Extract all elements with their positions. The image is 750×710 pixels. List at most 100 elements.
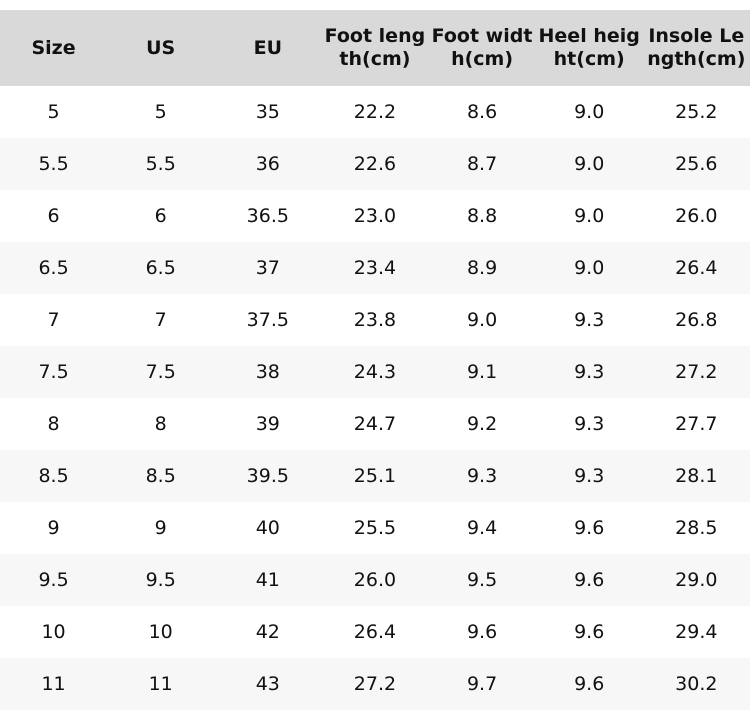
table-cell: 28.1 (675, 465, 718, 487)
table-cell: 10 (148, 621, 173, 643)
table-cell: 9.5 (38, 569, 69, 591)
table-cell: 6 (47, 205, 60, 227)
table-cell: 9.0 (466, 309, 498, 331)
table-cell: 25.1 (353, 465, 397, 487)
table-cell: 9.5 (466, 569, 498, 591)
table-cell: 26.8 (675, 309, 718, 331)
table-cell: 26.4 (675, 257, 718, 279)
table-cell: 10 (41, 621, 66, 643)
table-cell: 9.3 (574, 361, 605, 383)
table-cell: 9.0 (574, 205, 605, 227)
table-cell: 24.3 (353, 361, 397, 383)
header-row: Size US EU Foot length(cm) Foot width(cm) Hee… (0, 10, 750, 86)
table-cell: 30.2 (675, 673, 718, 695)
table-cell: 9.6 (574, 673, 605, 695)
table-row: 9.5 9.5 41 26.0 9.5 9.6 29.0 (0, 554, 750, 606)
table-cell: 8.6 (466, 101, 498, 123)
table-cell: 9.3 (574, 413, 605, 435)
table-cell: 22.6 (353, 153, 397, 175)
table-cell: 9.4 (466, 517, 498, 539)
table-cell: 8.5 (38, 465, 69, 487)
table-cell: 40 (255, 517, 280, 539)
table-cell: 27.7 (675, 413, 718, 435)
table-cell: 11 (148, 673, 173, 695)
table-cell: 26.0 (675, 205, 718, 227)
table-cell: 26.0 (353, 569, 397, 591)
table-cell: 9.7 (466, 673, 498, 695)
table-cell: 24.7 (353, 413, 397, 435)
table-cell: 41 (255, 569, 280, 591)
header-cell: Insole Length(cm) (643, 10, 750, 86)
table-cell: 6.5 (145, 257, 176, 279)
table-cell: 8.7 (466, 153, 498, 175)
table-cell: 6.5 (38, 257, 69, 279)
table-cell: 7 (47, 309, 60, 331)
table-cell: 5.5 (145, 153, 176, 175)
table-cell: 29.4 (675, 621, 718, 643)
table-cell: 9.1 (466, 361, 498, 383)
table-cell: 9 (154, 517, 167, 539)
table-row: 8.5 8.5 39.5 25.1 9.3 9.3 28.1 (0, 450, 750, 502)
header-text: Size (31, 36, 76, 59)
table-cell: 7 (154, 309, 167, 331)
table-cell: 11 (41, 673, 66, 695)
table-cell: 8 (154, 413, 167, 435)
table-cell: 39 (255, 413, 280, 435)
table-cell: 9.3 (574, 309, 605, 331)
header-cell: EU (214, 10, 321, 86)
table-cell: 9.0 (574, 153, 605, 175)
table-cell: 35 (255, 101, 280, 123)
table-cell: 39.5 (246, 465, 289, 487)
table-cell: 5.5 (38, 153, 69, 175)
table-cell: 9.3 (574, 465, 605, 487)
header-cell: Foot width(cm) (429, 10, 536, 86)
table-cell: 37 (255, 257, 280, 279)
table-cell: 6 (154, 205, 167, 227)
table-cell: 9.6 (574, 569, 605, 591)
table-cell: 23.8 (353, 309, 397, 331)
table-row: 10 10 42 26.4 9.6 9.6 29.4 (0, 606, 750, 658)
table-cell: 25.2 (675, 101, 718, 123)
table-cell: 43 (255, 673, 280, 695)
header-text: US (146, 36, 176, 59)
table-row: 7 7 37.5 23.8 9.0 9.3 26.8 (0, 294, 750, 346)
table-cell: 42 (255, 621, 280, 643)
table-row: 11 11 43 27.2 9.7 9.6 30.2 (0, 658, 750, 710)
table-cell: 5 (154, 101, 167, 123)
header-text: Insole Length(cm) (647, 25, 746, 70)
table-cell: 7.5 (38, 361, 69, 383)
table-cell: 8.9 (466, 257, 498, 279)
table-row: 5.5 5.5 36 22.6 8.7 9.0 25.6 (0, 138, 750, 190)
header-cell: Heel height(cm) (536, 10, 643, 86)
table-cell: 23.0 (353, 205, 397, 227)
table-cell: 29.0 (675, 569, 718, 591)
table-cell: 22.2 (353, 101, 397, 123)
table-cell: 23.4 (353, 257, 397, 279)
table-cell: 9.5 (145, 569, 176, 591)
table-cell: 37.5 (246, 309, 289, 331)
table-cell: 7.5 (145, 361, 176, 383)
header-cell: Foot length(cm) (321, 10, 428, 86)
table-cell: 26.4 (353, 621, 397, 643)
table-cell: 9.2 (466, 413, 498, 435)
table-row: 6.5 6.5 37 23.4 8.9 9.0 26.4 (0, 242, 750, 294)
header-text: Heel height(cm) (538, 25, 640, 70)
table-cell: 28.5 (675, 517, 718, 539)
table-cell: 9 (47, 517, 60, 539)
table-cell: 9.0 (574, 257, 605, 279)
table-cell: 8.5 (145, 465, 176, 487)
table-cell: 9.6 (466, 621, 498, 643)
table-cell: 25.6 (675, 153, 718, 175)
table-cell: 5 (47, 101, 60, 123)
table-row: 9 9 40 25.5 9.4 9.6 28.5 (0, 502, 750, 554)
table-cell: 38 (255, 361, 280, 383)
table-cell: 9.3 (466, 465, 498, 487)
header-text: EU (253, 36, 283, 59)
table-row: 5 5 35 22.2 8.6 9.0 25.2 (0, 86, 750, 138)
table-cell: 25.5 (353, 517, 397, 539)
header-cell: US (107, 10, 214, 86)
table-cell: 9.6 (574, 517, 605, 539)
table-cell: 27.2 (353, 673, 397, 695)
header-cell: Size (0, 10, 107, 86)
